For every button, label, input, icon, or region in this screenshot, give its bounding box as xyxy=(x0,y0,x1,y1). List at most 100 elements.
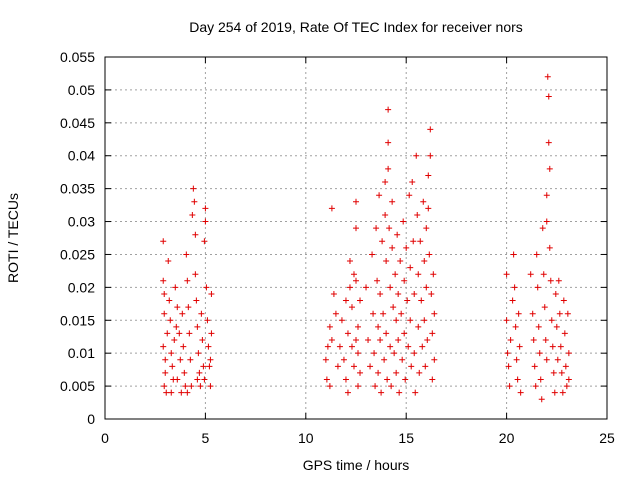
data-point xyxy=(189,211,196,218)
data-point xyxy=(380,310,387,317)
data-point xyxy=(192,231,199,238)
data-point xyxy=(529,310,536,317)
data-point xyxy=(326,323,333,330)
data-point xyxy=(385,106,392,113)
data-point xyxy=(206,363,213,370)
plot-frame xyxy=(104,56,608,420)
data-point xyxy=(179,310,186,317)
data-point xyxy=(412,389,419,396)
data-point xyxy=(323,376,330,383)
data-point xyxy=(421,258,428,265)
data-point xyxy=(385,165,392,172)
data-point xyxy=(549,343,556,350)
data-point xyxy=(174,304,181,311)
data-point xyxy=(332,310,339,317)
data-point xyxy=(161,310,168,317)
y-tick-label: 0.055 xyxy=(60,49,95,65)
data-point xyxy=(395,290,402,297)
y-tick-labels: 0 0.005 0.01 0.015 0.02 0.025 0.03 0.035 0.04 0.0… xyxy=(60,49,95,427)
data-point xyxy=(387,284,394,291)
data-point xyxy=(391,350,398,357)
data-point xyxy=(401,330,408,337)
data-point xyxy=(382,179,389,186)
data-point xyxy=(537,376,544,383)
data-point xyxy=(348,304,355,311)
data-point xyxy=(504,350,511,357)
data-point xyxy=(190,185,197,192)
data-point xyxy=(381,356,388,363)
data-point xyxy=(390,304,397,311)
data-point xyxy=(425,205,432,212)
data-point xyxy=(324,343,331,350)
x-tick-label: 25 xyxy=(599,430,615,446)
x-axis-title: GPS time / hours xyxy=(303,457,410,473)
data-point xyxy=(539,225,546,232)
data-point xyxy=(556,310,563,317)
data-point xyxy=(207,356,214,363)
data-point xyxy=(416,369,423,376)
data-point xyxy=(386,225,393,232)
data-point xyxy=(517,389,524,396)
data-point xyxy=(515,310,522,317)
data-point xyxy=(183,251,190,258)
data-point xyxy=(373,225,380,232)
data-point xyxy=(543,356,550,363)
data-point xyxy=(407,317,414,324)
data-point xyxy=(174,376,181,383)
data-point xyxy=(379,238,386,245)
data-point xyxy=(165,258,172,265)
y-tick-label: 0.05 xyxy=(68,82,95,98)
data-point xyxy=(338,317,345,324)
data-point xyxy=(193,297,200,304)
x-tick-label: 15 xyxy=(398,430,414,446)
y-tick-label: 0.025 xyxy=(60,246,95,262)
data-point xyxy=(516,343,523,350)
data-point xyxy=(397,258,404,265)
data-point xyxy=(389,244,396,251)
data-point xyxy=(545,93,552,100)
y-tick-label: 0.015 xyxy=(60,312,95,328)
data-point xyxy=(376,192,383,199)
data-point xyxy=(429,376,436,383)
data-point xyxy=(168,389,175,396)
data-point xyxy=(396,389,403,396)
data-point xyxy=(407,264,414,271)
y-tick-label: 0.045 xyxy=(60,115,95,131)
data-point xyxy=(393,317,400,324)
data-point xyxy=(334,363,341,370)
data-point xyxy=(546,165,553,172)
data-point xyxy=(346,258,353,265)
data-point xyxy=(563,383,570,390)
data-point xyxy=(357,297,364,304)
data-point xyxy=(527,271,534,278)
x-tick-label: 20 xyxy=(499,430,515,446)
data-point xyxy=(505,363,512,370)
data-point xyxy=(544,73,551,80)
data-point xyxy=(377,337,384,344)
data-point xyxy=(561,330,568,337)
y-tick-label: 0.04 xyxy=(68,148,95,164)
data-point xyxy=(204,317,211,324)
data-point xyxy=(167,317,174,324)
data-point xyxy=(418,297,425,304)
data-point xyxy=(161,383,168,390)
data-point xyxy=(162,356,169,363)
data-point xyxy=(413,152,420,159)
data-point xyxy=(382,211,389,218)
data-point xyxy=(426,251,433,258)
data-point xyxy=(195,350,202,357)
data-point xyxy=(530,337,537,344)
data-point xyxy=(184,389,191,396)
data-point xyxy=(200,363,207,370)
data-point xyxy=(429,330,436,337)
data-point xyxy=(172,284,179,291)
data-point xyxy=(420,198,427,205)
data-point xyxy=(542,337,549,344)
data-point xyxy=(425,172,432,179)
data-point xyxy=(427,126,434,133)
data-point xyxy=(402,376,409,383)
data-point xyxy=(534,284,541,291)
data-point xyxy=(185,304,192,311)
data-point xyxy=(160,277,167,284)
data-point xyxy=(188,383,195,390)
